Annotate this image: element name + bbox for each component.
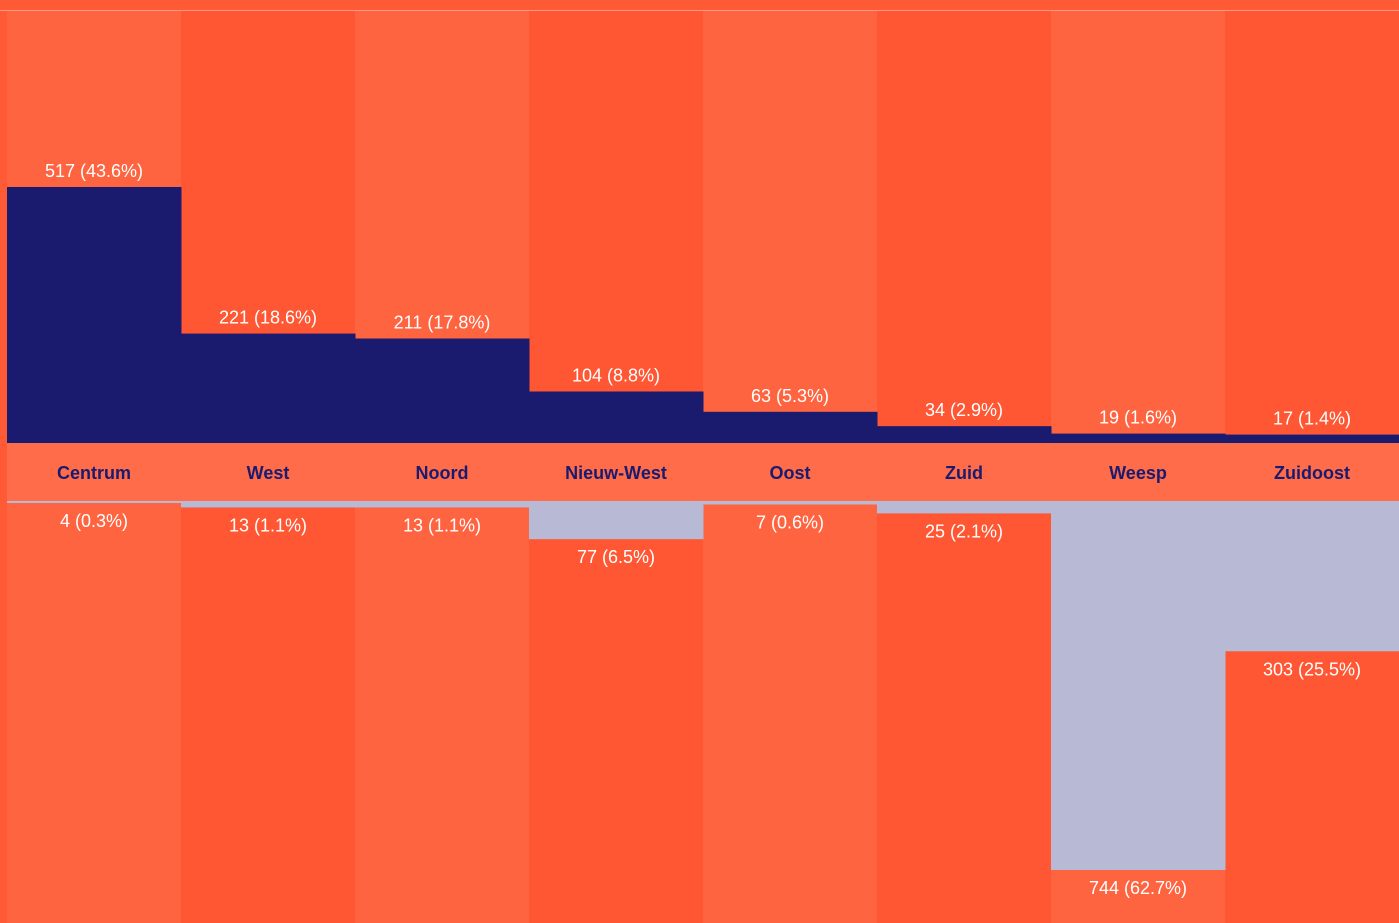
bar-up-weesp bbox=[1051, 433, 1226, 443]
label-band-weesp bbox=[1051, 443, 1226, 501]
label-band-zuidoost bbox=[1225, 443, 1399, 501]
top-rule bbox=[0, 10, 1399, 11]
bar-down-noord bbox=[355, 501, 530, 508]
bar-up-oost bbox=[703, 411, 878, 443]
bar-down-centrum bbox=[7, 501, 182, 503]
bar-up-west bbox=[181, 333, 356, 443]
category-label-zuidoost: Zuidoost bbox=[1274, 463, 1350, 483]
bar-up-zuidoost bbox=[1225, 434, 1399, 443]
category-label-weesp: Weesp bbox=[1109, 463, 1167, 483]
category-label-noord: Noord bbox=[416, 463, 469, 483]
value-label-down-centrum: 4 (0.3%) bbox=[60, 511, 128, 531]
bar-up-nieuw-west bbox=[529, 391, 704, 443]
label-band-west bbox=[181, 443, 356, 501]
value-label-up-zuid: 34 (2.9%) bbox=[925, 400, 1003, 420]
bar-down-zuidoost bbox=[1225, 501, 1399, 652]
upper-bars bbox=[7, 187, 1399, 443]
value-label-up-zuidoost: 17 (1.4%) bbox=[1273, 409, 1351, 429]
label-band-zuid bbox=[877, 443, 1052, 501]
category-label-nieuw-west: Nieuw-West bbox=[565, 463, 667, 483]
value-label-up-centrum: 517 (43.6%) bbox=[45, 161, 143, 181]
value-label-up-west: 221 (18.6%) bbox=[219, 308, 317, 328]
bar-up-centrum bbox=[7, 187, 182, 443]
bar-up-zuid bbox=[877, 426, 1052, 443]
bar-down-oost bbox=[703, 501, 878, 505]
value-label-down-zuid: 25 (2.1%) bbox=[925, 521, 1003, 541]
bar-up-noord bbox=[355, 338, 530, 443]
value-label-down-weesp: 744 (62.7%) bbox=[1089, 878, 1187, 898]
chart-labels: 517 (43.6%) 4 (0.3%) Centrum 221 (18.6%) 13 … bbox=[45, 161, 1361, 898]
value-label-up-weesp: 19 (1.6%) bbox=[1099, 408, 1177, 428]
value-label-up-nieuw-west: 104 (8.8%) bbox=[572, 366, 660, 386]
left-margin bbox=[0, 0, 7, 923]
bar-down-nieuw-west bbox=[529, 501, 704, 540]
lower-bars bbox=[7, 501, 1399, 870]
value-label-down-zuidoost: 303 (25.5%) bbox=[1263, 659, 1361, 679]
category-label-band bbox=[7, 443, 1399, 501]
value-label-down-west: 13 (1.1%) bbox=[229, 515, 307, 535]
category-label-oost: Oost bbox=[769, 463, 810, 483]
bar-down-west bbox=[181, 501, 356, 508]
value-label-down-oost: 7 (0.6%) bbox=[756, 512, 824, 532]
category-label-centrum: Centrum bbox=[57, 463, 131, 483]
label-band-oost bbox=[703, 443, 878, 501]
value-label-down-nieuw-west: 77 (6.5%) bbox=[577, 547, 655, 567]
value-label-up-noord: 211 (17.8%) bbox=[394, 313, 491, 333]
label-band-noord bbox=[355, 443, 530, 501]
category-label-west: West bbox=[247, 463, 290, 483]
label-band-nieuw-west bbox=[529, 443, 704, 501]
value-label-down-noord: 13 (1.1%) bbox=[403, 515, 481, 535]
value-label-up-oost: 63 (5.3%) bbox=[751, 386, 829, 406]
category-label-zuid: Zuid bbox=[945, 463, 983, 483]
label-band-centrum bbox=[7, 443, 182, 501]
bar-down-zuid bbox=[877, 501, 1052, 514]
bar-down-weesp bbox=[1051, 501, 1226, 870]
